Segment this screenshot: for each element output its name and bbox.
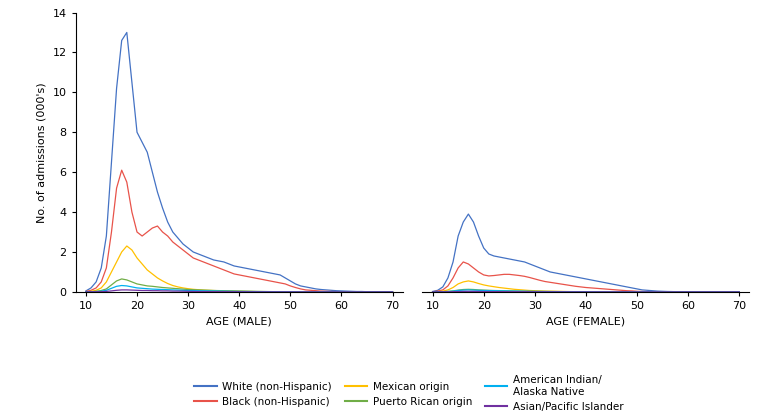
Y-axis label: No. of admissions (000's): No. of admissions (000's)	[37, 82, 47, 223]
X-axis label: AGE (FEMALE): AGE (FEMALE)	[547, 317, 625, 327]
Legend: White (non-Hispanic), Black (non-Hispanic), Mexican origin, Puerto Rican origin,: White (non-Hispanic), Black (non-Hispani…	[195, 375, 623, 412]
X-axis label: AGE (MALE): AGE (MALE)	[207, 317, 272, 327]
